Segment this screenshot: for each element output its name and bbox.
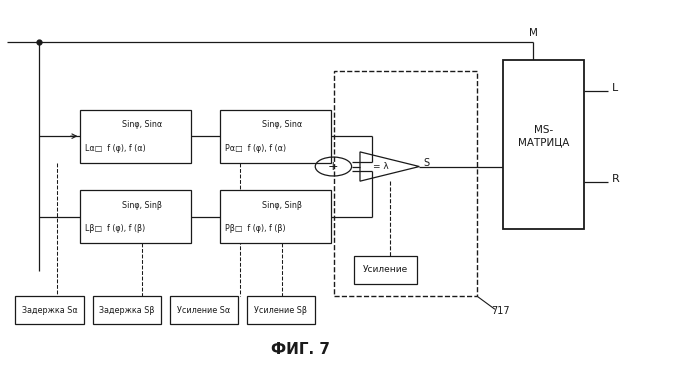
- Bar: [354, 256, 417, 284]
- Text: Sinφ, Sinα: Sinφ, Sinα: [122, 120, 163, 129]
- Bar: [170, 296, 238, 324]
- Bar: [80, 110, 191, 163]
- Bar: [220, 110, 331, 163]
- Text: +: +: [328, 160, 339, 173]
- Text: MS-
МАТРИЦА: MS- МАТРИЦА: [518, 124, 569, 148]
- Bar: [93, 296, 161, 324]
- Text: = λ: = λ: [373, 162, 389, 171]
- Text: Задержка Sα: Задержка Sα: [22, 306, 78, 315]
- Text: Усиление: Усиление: [363, 265, 408, 274]
- Text: R: R: [612, 174, 619, 184]
- Text: S: S: [424, 158, 430, 168]
- Bar: [15, 296, 84, 324]
- Bar: [220, 190, 331, 243]
- Text: Sinφ, Sinα: Sinφ, Sinα: [262, 120, 303, 129]
- Bar: [80, 190, 191, 243]
- Text: Pα□  f (φ), f (α): Pα□ f (φ), f (α): [224, 143, 286, 153]
- Bar: [247, 296, 315, 324]
- Text: M: M: [529, 29, 538, 38]
- Text: Усиление Sβ: Усиление Sβ: [254, 306, 308, 315]
- Text: 717: 717: [491, 306, 510, 316]
- Text: Sinφ, Sinβ: Sinφ, Sinβ: [262, 201, 302, 210]
- Text: Pβ□  f (φ), f (β): Pβ□ f (φ), f (β): [224, 224, 285, 233]
- Bar: [334, 71, 477, 296]
- Text: Усиление Sα: Усиление Sα: [178, 306, 231, 315]
- Text: Задержка Sβ: Задержка Sβ: [99, 306, 155, 315]
- Text: Lβ□  f (φ), f (β): Lβ□ f (φ), f (β): [85, 224, 145, 233]
- Bar: [503, 60, 584, 229]
- Text: Sinφ, Sinβ: Sinφ, Sinβ: [122, 201, 162, 210]
- Text: ФИГ. 7: ФИГ. 7: [271, 342, 330, 357]
- Text: Lα□  f (φ), f (α): Lα□ f (φ), f (α): [85, 143, 145, 153]
- Text: L: L: [612, 83, 618, 93]
